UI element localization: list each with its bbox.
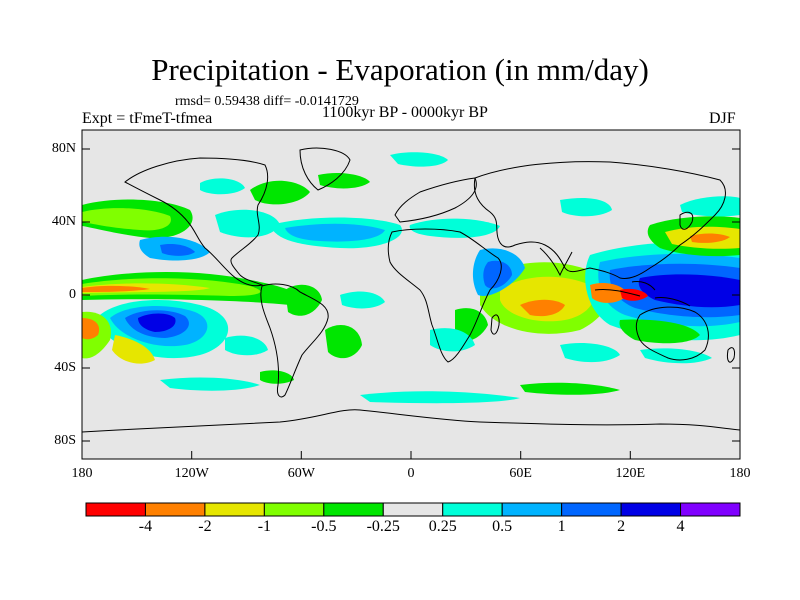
colorbar-swatch: [263, 502, 325, 517]
colorbar-label: 1: [557, 518, 566, 535]
field-region: [520, 382, 620, 395]
field-region: [82, 285, 150, 292]
colorbar-swatch: [85, 502, 146, 517]
coastline-south-america: [260, 283, 329, 398]
x-ticks: [81, 451, 741, 459]
coastline-north-america: [124, 157, 269, 287]
coastline-indonesia: [594, 281, 691, 307]
y-ticks: [82, 148, 740, 442]
field-region: [560, 343, 620, 363]
colorbar-swatch: [442, 502, 503, 517]
colorbar-label: -0.5: [311, 518, 337, 535]
lat-label: 40S: [54, 360, 76, 375]
colorbar-swatch: [144, 502, 206, 517]
field-region: [215, 209, 280, 238]
field-region: [82, 318, 100, 340]
colorbar-label: 0.25: [428, 518, 457, 535]
colorbar-label: 0.5: [492, 518, 513, 535]
colorbar-label: -2: [198, 518, 212, 535]
map-title: Precipitation - Evaporation (in mm/day): [151, 52, 649, 87]
coastline-australia: [635, 306, 709, 361]
field-region: [638, 274, 740, 308]
lat-label: 80N: [51, 141, 76, 156]
field-region: [690, 233, 730, 243]
lon-label: 60W: [287, 466, 315, 481]
coastline-japan: [679, 211, 694, 230]
field-region: [619, 319, 700, 344]
field-region: [360, 391, 520, 404]
colorbar-swatch: [204, 502, 265, 517]
colorbar-label: -0.25: [366, 518, 400, 535]
coastline-new-zealand: [727, 347, 735, 363]
field-region: [285, 284, 322, 316]
lon-label: 120W: [174, 466, 209, 481]
field-region: [160, 243, 195, 256]
period-label: 1100kyr BP - 0000kyr BP: [322, 104, 488, 121]
coastline-africa: [387, 228, 502, 363]
field-region: [640, 348, 712, 364]
colorbar-label: -1: [257, 518, 272, 535]
field-region: [680, 196, 740, 217]
field-region: [160, 377, 260, 391]
field-region: [483, 260, 512, 289]
lat-label: 40N: [51, 214, 76, 229]
lon-label: 0: [407, 466, 415, 481]
field-region: [520, 299, 565, 317]
field-region: [250, 180, 310, 205]
field-region: [590, 283, 628, 303]
field-region: [225, 335, 268, 356]
coastlines: [82, 147, 740, 433]
season-label: DJF: [709, 110, 736, 127]
lat-label: 0: [69, 287, 76, 302]
field-region: [82, 208, 171, 231]
colorbar-label: 4: [676, 518, 685, 535]
colorbar-swatch: [620, 502, 682, 517]
colorbar-swatch: [501, 502, 563, 517]
field-region: [260, 370, 294, 384]
field-region: [138, 313, 176, 332]
lon-label: 180: [729, 466, 751, 481]
lon-label: 180: [71, 466, 93, 481]
coastline-greenland: [299, 147, 351, 191]
colorbar-swatch: [680, 502, 741, 517]
coastline-antarctica: [82, 409, 740, 433]
colorbar-swatch: [323, 502, 384, 517]
experiment-label: Expt = tFmeT-tfmea: [82, 110, 213, 127]
field-region: [409, 218, 500, 238]
field-region: [325, 325, 362, 359]
lon-label: 60E: [509, 466, 532, 481]
coastline-madagascar: [490, 314, 500, 335]
field-region: [390, 152, 448, 167]
colorbar-label: 2: [617, 518, 626, 535]
colorbar-swatch: [561, 502, 622, 517]
lat-label: 80S: [54, 433, 76, 448]
stats-text: rmsd= 0.59438 diff= -0.0141729: [175, 94, 359, 109]
coastline-india: [539, 247, 573, 277]
field-region: [285, 223, 385, 242]
coastline-asia: [473, 161, 726, 279]
colorbar-swatch: [382, 502, 444, 517]
field-region: [318, 172, 370, 189]
field-region: [200, 178, 245, 195]
field-region: [340, 291, 385, 309]
field-region: [112, 335, 155, 364]
field-region: [560, 198, 612, 217]
field-region: [500, 276, 594, 322]
colorbar: [85, 502, 741, 517]
field-contours: [82, 152, 740, 404]
lon-label: 120E: [615, 466, 646, 481]
colorbar-label: -4: [138, 518, 153, 535]
